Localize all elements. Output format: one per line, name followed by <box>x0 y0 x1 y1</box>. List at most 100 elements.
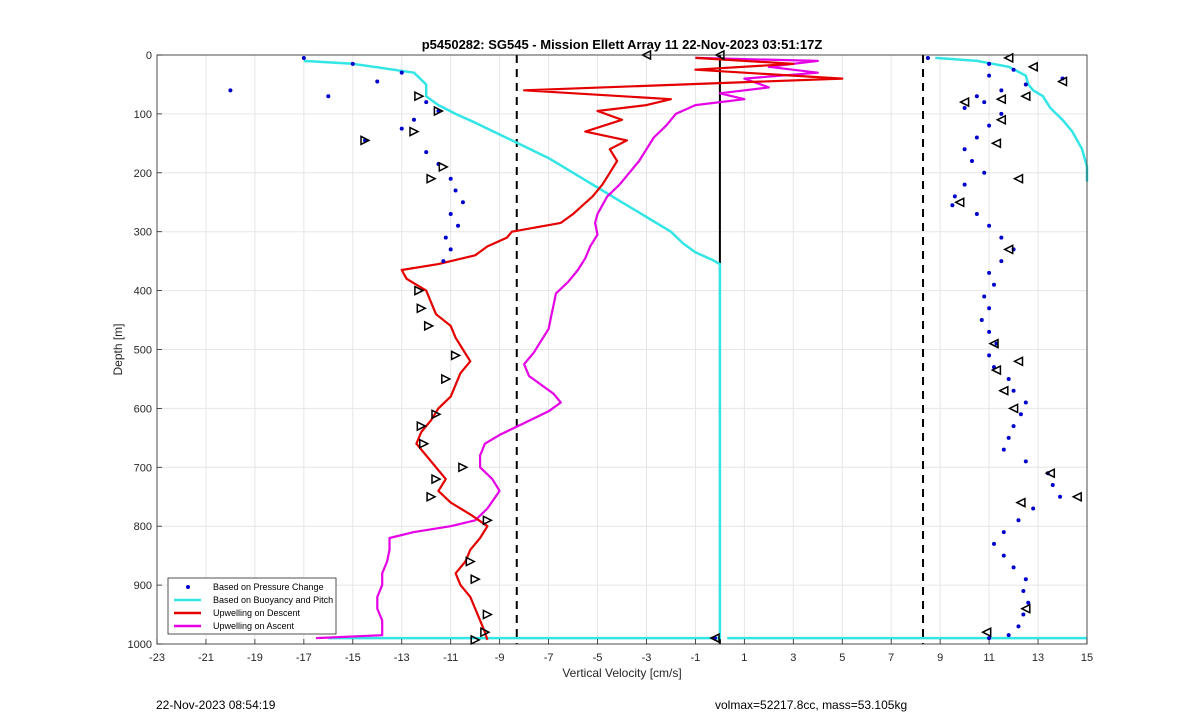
pressure-change-ascent-point <box>1018 412 1023 417</box>
pressure-change-ascent-point <box>1016 518 1021 523</box>
buoyancy-pitch-ascent-upper-line <box>935 56 1089 182</box>
ascent-marker <box>998 385 1009 396</box>
pressure-change-ascent-point <box>979 318 984 323</box>
pressure-change-ascent-point <box>987 306 992 311</box>
pressure-change-descent-point <box>441 259 446 264</box>
y-tick-label: 800 <box>134 521 152 533</box>
pressure-change-descent-point <box>350 61 355 66</box>
legend-label: Upwelling on Ascent <box>213 621 295 631</box>
y-tick-label: 400 <box>134 286 152 298</box>
descent-marker <box>414 90 425 102</box>
ascent-marker <box>990 138 1002 149</box>
pressure-change-ascent-point <box>1058 494 1063 499</box>
descent-marker <box>431 473 442 485</box>
pressure-change-descent-point <box>456 223 461 228</box>
x-tick-label: 15 <box>1081 652 1093 664</box>
descent-marker <box>423 320 435 332</box>
pressure-change-ascent-point <box>962 147 967 152</box>
descent-marker <box>438 161 449 173</box>
pressure-change-ascent-point <box>1021 588 1026 593</box>
x-tick-label: 9 <box>937 652 943 664</box>
x-tick-label: -19 <box>247 652 263 664</box>
footer-info: volmax=52217.8cc, mass=53.105kg <box>715 698 908 712</box>
ascent-marker <box>1071 491 1082 503</box>
pressure-change-ascent-point <box>1023 459 1028 464</box>
series-layer <box>228 55 1089 641</box>
pressure-change-ascent-point <box>982 294 987 299</box>
legend-label: Upwelling on Descent <box>213 608 301 618</box>
pressure-change-descent-point <box>399 126 404 131</box>
pressure-change-ascent-point <box>925 55 930 60</box>
pressure-change-ascent-point <box>1001 530 1006 535</box>
ascent-marker <box>1044 467 1056 479</box>
descent-marker <box>419 438 430 449</box>
pressure-change-descent-point <box>424 100 429 105</box>
pressure-change-ascent-point <box>987 123 992 128</box>
x-tick-label: -3 <box>642 652 652 664</box>
descent-marker <box>360 135 371 146</box>
ascent-marker <box>1056 76 1068 87</box>
pressure-change-descent-point <box>411 117 416 122</box>
footer-timestamp: 22-Nov-2023 08:54:19 <box>156 698 276 712</box>
pressure-change-ascent-point <box>999 111 1004 116</box>
pressure-change-ascent-point <box>1023 82 1028 87</box>
chart-title: p5450282: SG545 - Mission Ellett Array 1… <box>422 37 823 52</box>
y-tick-label: 700 <box>134 462 152 474</box>
pressure-change-ascent-point <box>987 73 992 78</box>
descent-marker <box>450 350 462 361</box>
x-tick-label: 7 <box>888 652 894 664</box>
ascent-marker <box>954 197 965 208</box>
descent-marker <box>416 420 427 432</box>
pressure-change-ascent-point <box>1006 633 1011 638</box>
ascent-marker <box>981 626 992 638</box>
x-tick-label: -13 <box>394 652 410 664</box>
pressure-change-ascent-point <box>999 235 1004 240</box>
ascent-marker <box>1015 497 1026 508</box>
ascent-marker <box>990 364 1002 376</box>
ascent-marker <box>1007 403 1019 414</box>
pressure-change-descent-point <box>448 247 453 252</box>
pressure-change-descent-point <box>443 235 448 240</box>
upwelling-descent-line <box>400 56 844 641</box>
x-tick-label: 11 <box>983 652 994 664</box>
pressure-change-ascent-point <box>992 541 996 546</box>
pressure-change-descent-point <box>326 94 331 99</box>
x-axis-label: Vertical Velocity [cm/s] <box>562 666 681 680</box>
pressure-change-ascent-point <box>987 223 992 228</box>
ascent-marker <box>958 96 970 108</box>
descent-marker <box>426 173 437 184</box>
ascent-marker <box>1020 603 1031 614</box>
pressure-change-ascent-point <box>962 106 967 111</box>
pressure-change-ascent-point <box>974 212 979 217</box>
pressure-change-descent-point <box>301 55 306 60</box>
pressure-change-ascent-point <box>987 329 992 334</box>
pressure-change-ascent-point <box>950 203 955 208</box>
descent-marker <box>409 126 420 137</box>
pressure-change-descent-point <box>375 79 380 84</box>
pressure-change-descent-point <box>424 150 429 155</box>
x-tick-label: -9 <box>495 652 505 664</box>
ascent-marker <box>988 338 999 349</box>
legend: Based on Pressure Change Based on Buoyanc… <box>167 577 337 635</box>
pressure-change-ascent-point <box>1011 388 1016 393</box>
pressure-change-ascent-point <box>962 182 967 187</box>
upwelling-ascent-line <box>316 56 819 640</box>
descent-marker <box>433 105 445 117</box>
pressure-change-ascent-point <box>987 353 992 358</box>
descent-marker <box>426 491 437 503</box>
ascent-marker <box>995 93 1007 105</box>
y-tick-label: 0 <box>146 50 152 62</box>
pressure-change-ascent-point <box>1026 600 1031 605</box>
pressure-change-ascent-point <box>1011 67 1016 72</box>
x-tick-label: -17 <box>296 652 312 664</box>
buoyancy-pitch-descent-line <box>303 59 722 640</box>
ascent-marker <box>1003 52 1014 64</box>
x-tick-label: -5 <box>593 652 603 664</box>
pressure-change-ascent-point <box>1050 482 1055 487</box>
pressure-change-descent-point <box>228 88 233 93</box>
ascent-marker <box>995 114 1007 126</box>
pressure-change-ascent-point <box>999 259 1004 264</box>
pressure-change-ascent-point <box>1001 447 1006 452</box>
pressure-change-ascent-point <box>987 61 992 66</box>
x-tick-label: -21 <box>198 652 214 664</box>
